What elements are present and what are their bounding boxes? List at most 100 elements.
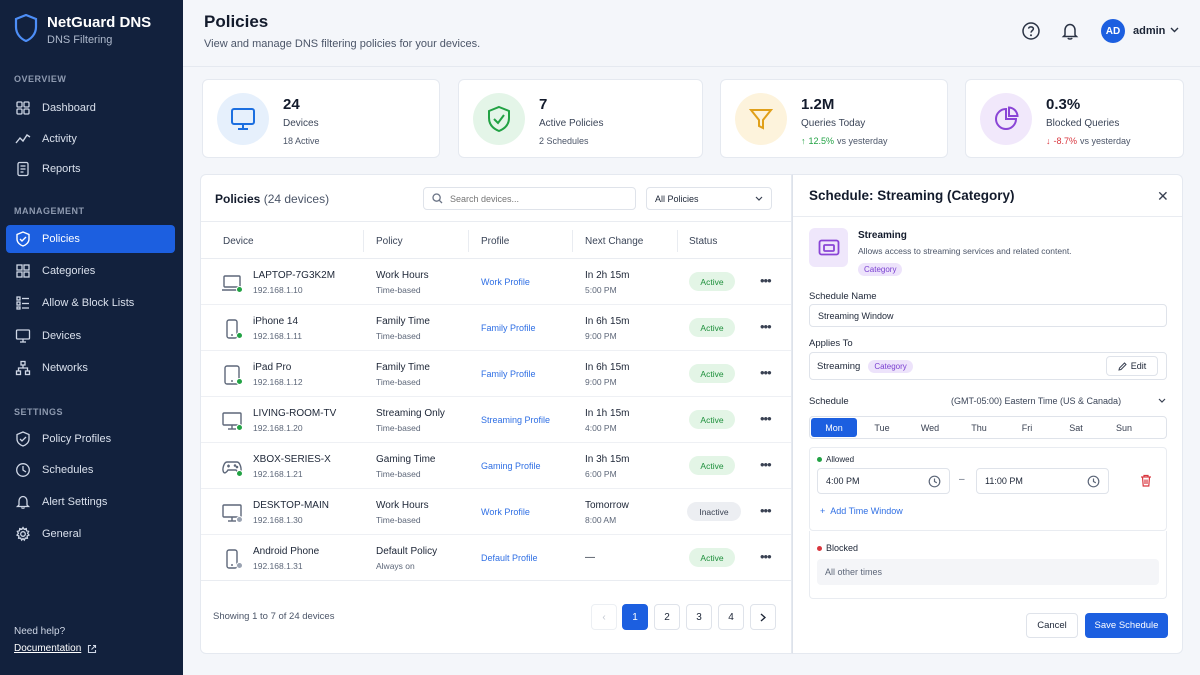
- more-options-icon[interactable]: •••: [760, 503, 772, 518]
- device-ip: 192.168.1.12: [253, 377, 303, 387]
- sidebar-item-networks[interactable]: Networks: [6, 354, 175, 382]
- profile-link[interactable]: Family Profile: [481, 323, 536, 333]
- column-header-device[interactable]: Device: [223, 236, 254, 247]
- day-tab-fri[interactable]: Fri: [1021, 422, 1033, 433]
- day-tab-mon[interactable]: Mon: [811, 418, 857, 437]
- table-row[interactable]: LIVING-ROOM-TV 192.168.1.20 Streaming On…: [201, 397, 791, 443]
- category-name: Streaming: [858, 230, 907, 241]
- user-name[interactable]: admin: [1133, 25, 1166, 37]
- sidebar-item-label: Schedules: [42, 464, 94, 476]
- sidebar-item-schedules[interactable]: Schedules: [6, 456, 175, 484]
- schedule-name-field[interactable]: Streaming Window: [809, 304, 1167, 327]
- start-time-input[interactable]: 4:00 PM: [817, 468, 950, 494]
- profile-link[interactable]: Default Profile: [481, 553, 538, 563]
- timezone-select[interactable]: (GMT-05:00) Eastern Time (US & Canada): [951, 396, 1122, 406]
- avatar[interactable]: AD: [1101, 19, 1125, 43]
- device-name: Android Phone: [253, 546, 320, 557]
- table-row[interactable]: Android Phone 192.168.1.31 Default Polic…: [201, 535, 791, 581]
- help-icon[interactable]: [1021, 21, 1041, 41]
- chevron-down-icon[interactable]: [1158, 398, 1166, 403]
- online-status-dot: [236, 286, 243, 293]
- column-header-status[interactable]: Status: [689, 236, 718, 247]
- sidebar-item-label: General: [42, 528, 82, 540]
- sidebar-item-devices[interactable]: Devices: [6, 322, 175, 350]
- device-count: (24 devices): [263, 192, 330, 206]
- device-name: LAPTOP-7G3K2M: [253, 270, 336, 281]
- table-row[interactable]: iPhone 14 192.168.1.11 Family Time Time-…: [201, 305, 791, 351]
- day-tab-sun[interactable]: Sun: [1115, 422, 1132, 433]
- more-options-icon[interactable]: •••: [760, 549, 772, 564]
- search-box[interactable]: [423, 187, 636, 210]
- applies-to-tag: Category: [868, 359, 913, 373]
- more-options-icon[interactable]: •••: [760, 457, 772, 472]
- more-options-icon[interactable]: •••: [760, 365, 772, 380]
- policy-filter-select[interactable]: All Policies: [646, 187, 772, 210]
- stat-label: Active Policies: [539, 118, 604, 129]
- column-divider: [677, 230, 678, 252]
- sidebar-item-general[interactable]: General: [6, 520, 175, 548]
- sidebar-item-alert-settings[interactable]: Alert Settings: [6, 488, 175, 516]
- pagination-page-4[interactable]: 4: [718, 604, 744, 630]
- stat-card-blocked-queries[interactable]: 0.3% Blocked Queries ↓ -8.7% vs yesterda…: [965, 79, 1184, 158]
- status-badge: Active: [689, 364, 735, 383]
- sidebar-item-dashboard[interactable]: Dashboard: [6, 94, 175, 122]
- more-options-icon[interactable]: •••: [760, 319, 772, 334]
- panel-title: Policies (24 devices): [215, 192, 329, 206]
- close-icon[interactable]: ✕: [1157, 188, 1169, 204]
- chevron-down-icon[interactable]: [1170, 27, 1179, 33]
- pagination-page-2[interactable]: 2: [654, 604, 680, 630]
- start-time-value: 4:00 PM: [826, 476, 860, 486]
- trash-icon[interactable]: [1140, 474, 1152, 487]
- table-row[interactable]: DESKTOP-MAIN 192.168.1.30 Work Hours Tim…: [201, 489, 791, 535]
- edit-button[interactable]: Edit: [1106, 356, 1158, 376]
- policy-type: Time-based: [376, 331, 421, 341]
- day-tab-wed[interactable]: Wed: [920, 422, 940, 433]
- notification-bell-icon[interactable]: [1060, 21, 1080, 41]
- pie-icon: [980, 93, 1032, 145]
- stat-label: Blocked Queries: [1046, 118, 1120, 129]
- stat-card-devices[interactable]: 24 Devices 18 Active: [202, 79, 440, 158]
- profile-link[interactable]: Family Profile: [481, 369, 536, 379]
- search-input[interactable]: [450, 193, 620, 204]
- pagination-next-button[interactable]: [750, 604, 776, 630]
- sidebar-item-reports[interactable]: Reports: [6, 155, 175, 183]
- stat-card-active-policies[interactable]: 7 Active Policies 2 Schedules: [458, 79, 703, 158]
- nav-section-management: MANAGEMENT: [14, 206, 85, 216]
- policies-panel: Policies (24 devices) All Policies Devic…: [200, 174, 792, 654]
- column-header-profile[interactable]: Profile: [481, 236, 510, 247]
- pagination-page-3[interactable]: 3: [686, 604, 712, 630]
- save-schedule-button[interactable]: Save Schedule: [1085, 613, 1168, 638]
- day-tab-sat[interactable]: Sat: [1069, 422, 1083, 433]
- pagination-page-1[interactable]: 1: [622, 604, 648, 630]
- sidebar-item-policy-profiles[interactable]: Policy Profiles: [6, 425, 175, 453]
- documentation-link[interactable]: Documentation: [14, 643, 97, 654]
- profile-link[interactable]: Work Profile: [481, 507, 530, 517]
- day-tab-thu[interactable]: Thu: [971, 422, 987, 433]
- day-tab-tue[interactable]: Tue: [874, 422, 890, 433]
- table-row[interactable]: iPad Pro 192.168.1.12 Family Time Time-b…: [201, 351, 791, 397]
- sidebar-item-allow-block-lists[interactable]: Allow & Block Lists: [6, 289, 175, 317]
- column-header-policy[interactable]: Policy: [376, 236, 403, 247]
- end-time-input[interactable]: 11:00 PM: [976, 468, 1109, 494]
- more-options-icon[interactable]: •••: [760, 411, 772, 426]
- brand[interactable]: NetGuard DNS DNS Filtering: [14, 13, 151, 46]
- table-row[interactable]: XBOX-SERIES-X 192.168.1.21 Gaming Time T…: [201, 443, 791, 489]
- sidebar: NetGuard DNS DNS Filtering OVERVIEW Dash…: [0, 0, 183, 675]
- profile-link[interactable]: Streaming Profile: [481, 415, 551, 425]
- clock-icon: [928, 475, 941, 488]
- sidebar-item-activity[interactable]: Activity: [6, 125, 175, 153]
- applies-to-field[interactable]: Streaming Category: [809, 352, 1167, 380]
- table-row[interactable]: LAPTOP-7G3K2M 192.168.1.10 Work Hours Ti…: [201, 259, 791, 305]
- cancel-button[interactable]: Cancel: [1026, 613, 1078, 638]
- sidebar-item-policies[interactable]: Policies: [6, 225, 175, 253]
- more-options-icon[interactable]: •••: [760, 273, 772, 288]
- device-name: DESKTOP-MAIN: [253, 500, 329, 511]
- pagination-prev-button[interactable]: ‹: [591, 604, 617, 630]
- column-header-next-change[interactable]: Next Change: [585, 236, 644, 247]
- stat-card-queries-today[interactable]: 1.2M Queries Today ↑ 12.5% vs yesterday: [720, 79, 948, 158]
- online-status-dot: [236, 332, 243, 339]
- add-time-window-button[interactable]: + Add Time Window: [820, 506, 903, 516]
- sidebar-item-categories[interactable]: Categories: [6, 257, 175, 285]
- profile-link[interactable]: Work Profile: [481, 277, 530, 287]
- profile-link[interactable]: Gaming Profile: [481, 461, 541, 471]
